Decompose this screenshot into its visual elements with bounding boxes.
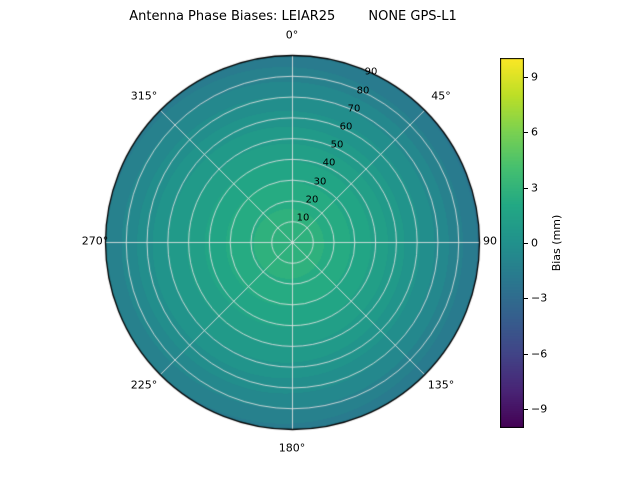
angular-tick-label: 0° (285, 28, 299, 42)
radial-tick-label: 60 (339, 121, 353, 133)
colorbar-tick (524, 409, 528, 410)
colorbar-tick-label: −6 (531, 347, 548, 361)
colorbar-tick-label: 9 (531, 70, 538, 84)
colorbar-tick-label: 6 (531, 125, 538, 139)
colorbar-axis-label: Bias (mm) (550, 214, 563, 272)
radial-tick-label: 90 (364, 66, 378, 78)
colorbar-tick (524, 77, 528, 78)
angular-tick-label: 135° (427, 378, 455, 392)
radial-tick-label: 40 (322, 157, 336, 169)
radial-tick-label: 20 (305, 194, 319, 206)
radial-tick-label: 50 (330, 139, 344, 151)
colorbar-tick (524, 132, 528, 133)
colorbar-tick (524, 354, 528, 355)
colorbar-tick-label: 0 (531, 236, 538, 250)
colorbar-tick (524, 298, 528, 299)
angular-tick-label: 315° (130, 89, 158, 103)
colorbar-tick-label: −3 (531, 291, 548, 305)
radial-tick-label: 70 (347, 103, 361, 115)
angular-tick-label: 90 (483, 234, 497, 248)
radial-tick-label: 30 (313, 176, 327, 188)
colorbar (500, 58, 524, 428)
angular-tick-label: 45° (431, 89, 451, 103)
colorbar-tick-label: 3 (531, 181, 538, 195)
colorbar-tick (524, 243, 528, 244)
radial-tick-label: 80 (356, 85, 370, 97)
angular-tick-label: 270° (81, 234, 109, 248)
angular-tick-label: 180° (278, 441, 306, 455)
colorbar-tick-label: −9 (531, 402, 548, 416)
radial-tick-label: 10 (296, 212, 310, 224)
colorbar-tick (524, 188, 528, 189)
angular-tick-label: 225° (130, 378, 158, 392)
